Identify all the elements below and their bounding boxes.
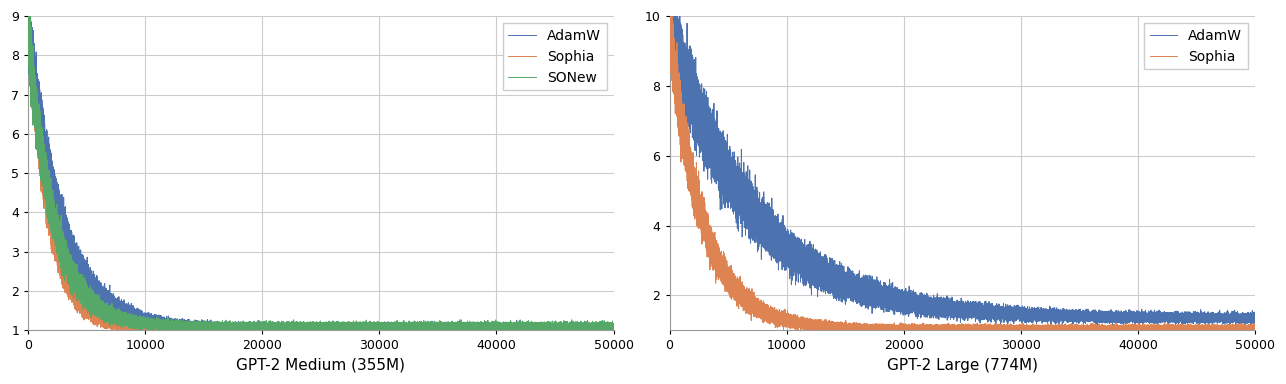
Sophia [1096,328,1111,333]
Legend: AdamW, Sophia: AdamW, Sophia [1145,23,1247,69]
SONew [60,267,76,271]
AdamW [702,136,718,140]
Sophia [662,3,678,8]
SONew [21,1,36,6]
AdamW [662,0,678,4]
Sophia [60,278,76,283]
AdamW [980,316,995,321]
Sophia [886,324,901,329]
AdamW [21,8,36,13]
Sophia [664,0,679,1]
Line: SONew: SONew [28,3,613,334]
Sophia [244,329,260,333]
AdamW [455,324,471,329]
SONew [373,326,388,330]
Legend: AdamW, Sophia, SONew: AdamW, Sophia, SONew [503,23,607,90]
AdamW [244,323,260,328]
AdamW [1096,313,1111,318]
SONew [320,332,336,336]
Sophia [802,321,818,326]
Sophia [606,325,621,329]
AdamW [161,323,176,327]
X-axis label: GPT-2 Large (774M): GPT-2 Large (774M) [887,358,1038,373]
SONew [244,324,260,329]
X-axis label: GPT-2 Medium (355M): GPT-2 Medium (355M) [237,358,405,373]
AdamW [279,331,294,335]
AdamW [373,326,388,331]
AdamW [60,219,76,224]
Sophia [1015,327,1030,332]
Sophia [1247,329,1263,334]
Line: AdamW: AdamW [28,3,613,333]
Line: Sophia: Sophia [670,0,1255,334]
Sophia [373,329,388,333]
SONew [21,32,36,36]
Sophia [860,331,876,336]
Sophia [161,326,176,331]
AdamW [1015,307,1030,311]
Sophia [980,326,995,331]
SONew [161,325,176,329]
AdamW [338,325,354,330]
Sophia [135,332,150,336]
Sophia [702,225,718,230]
AdamW [1043,324,1058,329]
SONew [338,323,354,328]
Sophia [338,328,354,332]
Sophia [21,0,36,4]
AdamW [22,1,37,6]
Line: Sophia: Sophia [28,2,613,334]
AdamW [802,267,818,272]
SONew [606,324,621,328]
Line: AdamW: AdamW [670,0,1255,327]
AdamW [1247,318,1263,322]
SONew [455,323,471,328]
Sophia [21,13,36,18]
AdamW [606,324,621,328]
Sophia [455,327,471,331]
AdamW [886,300,901,304]
